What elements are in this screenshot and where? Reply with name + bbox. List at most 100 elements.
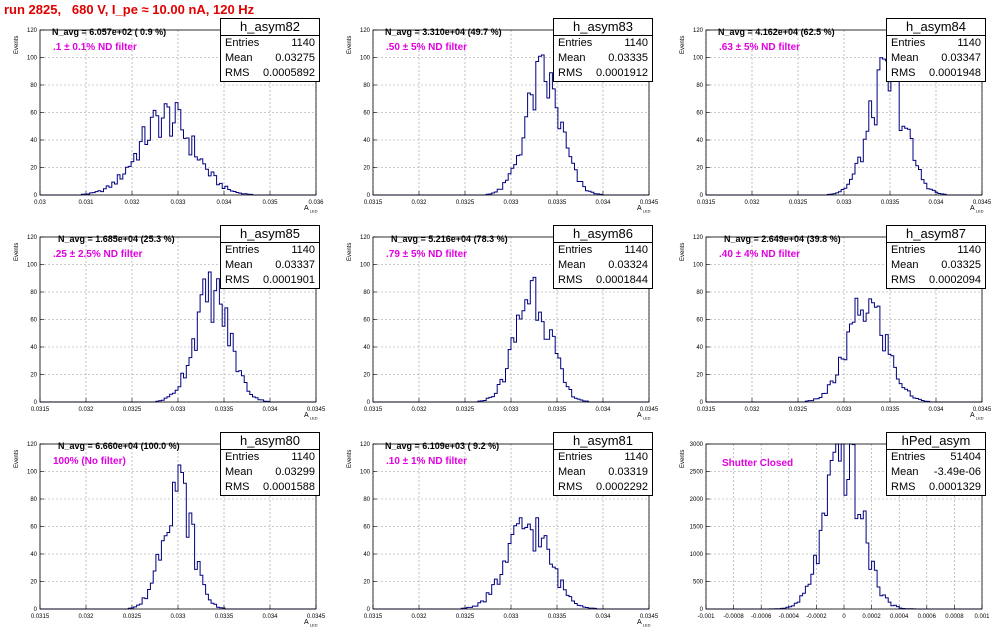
x-axis-label: A LED — [637, 412, 651, 420]
histogram-pad-h_asym80: 0.0315 0.032 0.0325 0.033 0.0335 0.034 0.0345 0… — [0, 432, 330, 639]
histogram-line — [40, 102, 316, 196]
stats-value: 0.0002094 — [929, 274, 981, 286]
x-tick-label: 0.03 — [34, 200, 46, 206]
stats-key: RMS — [225, 274, 250, 286]
x-tick-label: 0.0345 — [973, 200, 992, 206]
stats-row-entries: Entries 1140 — [887, 36, 985, 51]
x-tick-label: 0.0315 — [697, 407, 716, 413]
stats-row-rms: RMS 0.0001948 — [887, 66, 985, 81]
stats-value: 0.0001844 — [596, 274, 648, 286]
x-axis-label-sub: LED — [641, 622, 651, 628]
stats-value: 0.03324 — [608, 259, 648, 271]
stats-row-entries: Entries 1140 — [221, 243, 319, 258]
x-tick-label: 0.034 — [595, 614, 611, 620]
x-tick-label: -0.0006 — [751, 614, 772, 620]
plot-frame — [372, 443, 650, 610]
stats-box: hPed_asym Entries 51404 Mean -3.49e-06 RMS 0.0… — [886, 432, 986, 496]
stats-value: 0.0002292 — [596, 481, 648, 493]
y-tick-label: 80 — [363, 290, 370, 296]
x-tick-label: 0.0345 — [973, 407, 992, 413]
stats-key: RMS — [891, 67, 916, 79]
x-tick-label: 0.0315 — [697, 200, 716, 206]
stats-row-entries: Entries 1140 — [554, 36, 652, 51]
stats-key: Entries — [558, 37, 593, 49]
x-axis-label-sub: LED — [308, 622, 318, 628]
navg-label: N_avg = 2.649e+04 (39.8 %) — [724, 234, 841, 244]
stats-box: h_asym83 Entries 1140 Mean 0.03335 RMS 0.00019… — [553, 18, 653, 82]
histogram-pad-hPed_asym: -0.001 -0.0008 -0.0006 -0.0004 -0.0002 0 0.000… — [666, 432, 996, 639]
y-tick-label: 0 — [700, 193, 704, 199]
plot-frame — [372, 236, 650, 403]
y-tick-label: 60 — [30, 525, 37, 531]
stats-key: Entries — [225, 451, 260, 463]
stats-value: 1140 — [957, 244, 981, 256]
x-tick-label: 0.033 — [503, 407, 519, 413]
x-axis-label-main: A — [637, 412, 642, 419]
x-axis-label: A LED — [970, 412, 984, 420]
y-tick-label: 20 — [30, 580, 37, 586]
histogram-pad-h_asym87: 0.0315 0.032 0.0325 0.033 0.0335 0.034 0.0345 0… — [666, 225, 996, 432]
x-tick-label: 0.032 — [124, 200, 140, 206]
x-tick-label: 0.032 — [411, 200, 427, 206]
stats-title: h_asym80 — [221, 433, 319, 450]
stats-value: 1140 — [291, 451, 315, 463]
y-tick-label: 20 — [363, 580, 370, 586]
y-tick-label: 100 — [360, 470, 371, 476]
filter-label: 100% (No filter) — [53, 456, 126, 467]
x-tick-label: 0.032 — [411, 614, 427, 620]
x-tick-label: 0.032 — [744, 407, 760, 413]
y-tick-label: 40 — [363, 552, 370, 558]
y-tick-label: 120 — [27, 235, 38, 241]
stats-row-entries: Entries 1140 — [221, 450, 319, 465]
stats-key: RMS — [225, 67, 250, 79]
x-tick-label: 0.001 — [974, 614, 990, 620]
navg-label: N_avg = 5.216e+04 (78.3 %) — [391, 234, 508, 244]
x-tick-label: 0.0315 — [364, 407, 383, 413]
x-tick-label: 0.0006 — [918, 614, 937, 620]
stats-value: 0.03337 — [275, 259, 315, 271]
stats-key: Entries — [891, 451, 926, 463]
stats-value: 0.03299 — [275, 466, 315, 478]
y-tick-label: 120 — [360, 28, 371, 34]
stats-row-mean: Mean 0.03319 — [554, 465, 652, 480]
y-tick-label: 120 — [693, 235, 704, 241]
y-tick-label: 60 — [30, 111, 37, 117]
histogram-plot: 0.0315 0.032 0.0325 0.033 0.0335 0.034 0.0345 0… — [693, 235, 992, 413]
x-tick-label: 0.032 — [78, 614, 94, 620]
y-tick-label: 2000 — [690, 497, 704, 503]
x-tick-label: 0.0325 — [789, 200, 808, 206]
y-tick-label: 60 — [363, 525, 370, 531]
x-tick-label: 0.0335 — [881, 407, 900, 413]
x-axis-label: A LED — [304, 412, 318, 420]
stats-title: h_asym82 — [221, 19, 319, 36]
y-tick-label: 60 — [363, 111, 370, 117]
y-tick-label: 80 — [30, 290, 37, 296]
stats-row-rms: RMS 0.0001329 — [887, 480, 985, 495]
x-tick-label: 0.033 — [170, 614, 186, 620]
stats-box: h_asym85 Entries 1140 Mean 0.03337 RMS 0.00019… — [220, 225, 320, 289]
stats-key: Mean — [225, 466, 253, 478]
x-axis-label-main: A — [637, 205, 642, 212]
x-tick-label: 0.0335 — [215, 407, 234, 413]
stats-box: h_asym87 Entries 1140 Mean 0.03325 RMS 0.00020… — [886, 225, 986, 289]
y-tick-label: 20 — [30, 166, 37, 172]
navg-label: N_avg = 3.310e+04 (49.7 %) — [385, 27, 502, 37]
stats-row-mean: Mean 0.03335 — [554, 51, 652, 66]
histogram-plot: -0.001 -0.0008 -0.0006 -0.0004 -0.0002 0 0.000… — [690, 442, 991, 620]
y-tick-label: 60 — [696, 111, 703, 117]
x-tick-label: 0.0325 — [456, 407, 475, 413]
stats-value: 1140 — [624, 244, 648, 256]
stats-key: Entries — [225, 37, 260, 49]
stats-value: 0.0001901 — [263, 274, 315, 286]
x-axis-label-sub: LED — [641, 415, 651, 421]
stats-key: Entries — [891, 37, 926, 49]
x-tick-label: 0.0008 — [945, 614, 964, 620]
stats-title: h_asym85 — [221, 226, 319, 243]
stats-key: Mean — [558, 52, 586, 64]
x-tick-label: 0.035 — [262, 200, 278, 206]
stats-key: Mean — [891, 259, 919, 271]
stats-box: h_asym82 Entries 1140 Mean 0.03275 RMS 0.00058… — [220, 18, 320, 82]
stats-key: Mean — [891, 52, 919, 64]
stats-box: h_asym80 Entries 1140 Mean 0.03299 RMS 0.00015… — [220, 432, 320, 496]
x-tick-label: 0.0345 — [640, 200, 659, 206]
